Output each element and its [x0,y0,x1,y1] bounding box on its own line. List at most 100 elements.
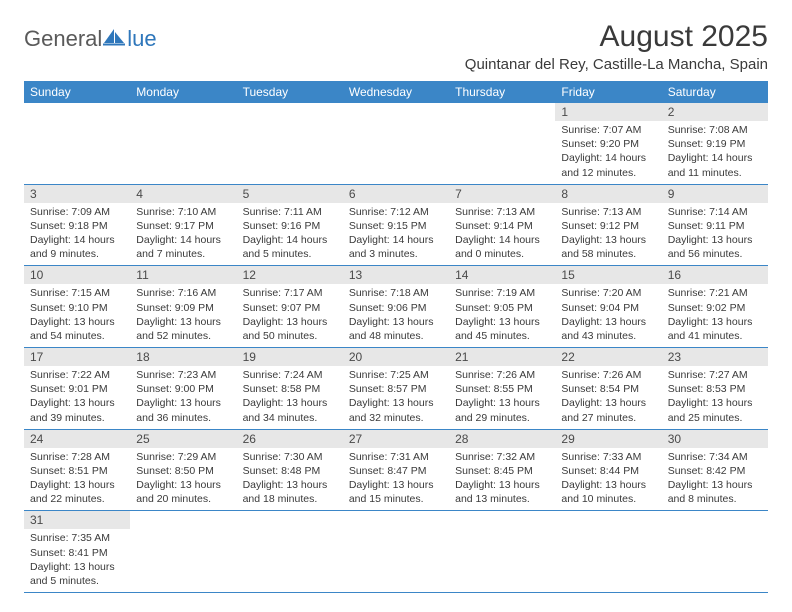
calendar-row: 17Sunrise: 7:22 AMSunset: 9:01 PMDayligh… [24,348,768,430]
page-header: General lue August 2025 Quintanar del Re… [24,20,768,77]
day-details: Sunrise: 7:26 AMSunset: 8:55 PMDaylight:… [449,366,555,429]
day-details: Sunrise: 7:34 AMSunset: 8:42 PMDaylight:… [662,448,768,511]
day-details: Sunrise: 7:21 AMSunset: 9:02 PMDaylight:… [662,284,768,347]
day-number: 28 [449,430,555,448]
calendar-cell: 24Sunrise: 7:28 AMSunset: 8:51 PMDayligh… [24,429,130,511]
day-details: Sunrise: 7:22 AMSunset: 9:01 PMDaylight:… [24,366,130,429]
day-details: Sunrise: 7:25 AMSunset: 8:57 PMDaylight:… [343,366,449,429]
day-details: Sunrise: 7:33 AMSunset: 8:44 PMDaylight:… [555,448,661,511]
day-number: 2 [662,103,768,121]
day-details: Sunrise: 7:35 AMSunset: 8:41 PMDaylight:… [24,529,130,592]
day-details: Sunrise: 7:16 AMSunset: 9:09 PMDaylight:… [130,284,236,347]
weekday-header: Monday [130,81,236,103]
day-number: 19 [237,348,343,366]
day-details: Sunrise: 7:19 AMSunset: 9:05 PMDaylight:… [449,284,555,347]
calendar-cell-empty [555,511,661,593]
logo: General lue [24,20,157,52]
calendar-table: SundayMondayTuesdayWednesdayThursdayFrid… [24,81,768,593]
calendar-cell: 8Sunrise: 7:13 AMSunset: 9:12 PMDaylight… [555,184,661,266]
day-number: 18 [130,348,236,366]
calendar-cell: 31Sunrise: 7:35 AMSunset: 8:41 PMDayligh… [24,511,130,593]
day-details: Sunrise: 7:29 AMSunset: 8:50 PMDaylight:… [130,448,236,511]
calendar-cell: 9Sunrise: 7:14 AMSunset: 9:11 PMDaylight… [662,184,768,266]
day-number: 31 [24,511,130,529]
day-number: 26 [237,430,343,448]
day-details: Sunrise: 7:09 AMSunset: 9:18 PMDaylight:… [24,203,130,266]
calendar-cell: 4Sunrise: 7:10 AMSunset: 9:17 PMDaylight… [130,184,236,266]
calendar-row: 10Sunrise: 7:15 AMSunset: 9:10 PMDayligh… [24,266,768,348]
day-details: Sunrise: 7:08 AMSunset: 9:19 PMDaylight:… [662,121,768,184]
calendar-cell-empty [449,511,555,593]
calendar-cell: 13Sunrise: 7:18 AMSunset: 9:06 PMDayligh… [343,266,449,348]
day-details: Sunrise: 7:31 AMSunset: 8:47 PMDaylight:… [343,448,449,511]
day-number: 21 [449,348,555,366]
calendar-cell-empty [24,103,130,184]
day-details: Sunrise: 7:11 AMSunset: 9:16 PMDaylight:… [237,203,343,266]
calendar-cell: 20Sunrise: 7:25 AMSunset: 8:57 PMDayligh… [343,348,449,430]
day-number: 27 [343,430,449,448]
day-details: Sunrise: 7:10 AMSunset: 9:17 PMDaylight:… [130,203,236,266]
calendar-cell: 18Sunrise: 7:23 AMSunset: 9:00 PMDayligh… [130,348,236,430]
calendar-row: 1Sunrise: 7:07 AMSunset: 9:20 PMDaylight… [24,103,768,184]
calendar-cell: 27Sunrise: 7:31 AMSunset: 8:47 PMDayligh… [343,429,449,511]
day-number: 7 [449,185,555,203]
day-number: 8 [555,185,661,203]
calendar-cell-empty [130,511,236,593]
calendar-row: 24Sunrise: 7:28 AMSunset: 8:51 PMDayligh… [24,429,768,511]
calendar-cell: 6Sunrise: 7:12 AMSunset: 9:15 PMDaylight… [343,184,449,266]
title-block: August 2025 Quintanar del Rey, Castille-… [465,20,768,77]
logo-sail-icon [103,26,125,52]
day-number: 3 [24,185,130,203]
day-number: 22 [555,348,661,366]
calendar-body: 1Sunrise: 7:07 AMSunset: 9:20 PMDaylight… [24,103,768,593]
month-title: August 2025 [465,20,768,54]
day-details: Sunrise: 7:13 AMSunset: 9:12 PMDaylight:… [555,203,661,266]
calendar-cell: 7Sunrise: 7:13 AMSunset: 9:14 PMDaylight… [449,184,555,266]
day-number: 24 [24,430,130,448]
day-number: 13 [343,266,449,284]
calendar-cell-empty [343,511,449,593]
day-details: Sunrise: 7:28 AMSunset: 8:51 PMDaylight:… [24,448,130,511]
calendar-cell-empty [343,103,449,184]
day-number: 30 [662,430,768,448]
day-number: 11 [130,266,236,284]
day-details: Sunrise: 7:14 AMSunset: 9:11 PMDaylight:… [662,203,768,266]
calendar-cell-empty [449,103,555,184]
location-text: Quintanar del Rey, Castille-La Mancha, S… [465,56,768,73]
logo-text-left: General [24,26,102,52]
day-details: Sunrise: 7:27 AMSunset: 8:53 PMDaylight:… [662,366,768,429]
day-number: 12 [237,266,343,284]
calendar-cell: 17Sunrise: 7:22 AMSunset: 9:01 PMDayligh… [24,348,130,430]
calendar-cell: 5Sunrise: 7:11 AMSunset: 9:16 PMDaylight… [237,184,343,266]
day-details: Sunrise: 7:07 AMSunset: 9:20 PMDaylight:… [555,121,661,184]
day-details: Sunrise: 7:13 AMSunset: 9:14 PMDaylight:… [449,203,555,266]
calendar-cell: 10Sunrise: 7:15 AMSunset: 9:10 PMDayligh… [24,266,130,348]
day-details: Sunrise: 7:26 AMSunset: 8:54 PMDaylight:… [555,366,661,429]
calendar-cell: 21Sunrise: 7:26 AMSunset: 8:55 PMDayligh… [449,348,555,430]
day-details: Sunrise: 7:23 AMSunset: 9:00 PMDaylight:… [130,366,236,429]
day-number: 4 [130,185,236,203]
calendar-cell-empty [662,511,768,593]
calendar-cell: 23Sunrise: 7:27 AMSunset: 8:53 PMDayligh… [662,348,768,430]
calendar-cell: 16Sunrise: 7:21 AMSunset: 9:02 PMDayligh… [662,266,768,348]
calendar-cell: 1Sunrise: 7:07 AMSunset: 9:20 PMDaylight… [555,103,661,184]
day-number: 6 [343,185,449,203]
day-details: Sunrise: 7:30 AMSunset: 8:48 PMDaylight:… [237,448,343,511]
calendar-cell: 3Sunrise: 7:09 AMSunset: 9:18 PMDaylight… [24,184,130,266]
calendar-cell-empty [237,103,343,184]
day-number: 9 [662,185,768,203]
day-details: Sunrise: 7:15 AMSunset: 9:10 PMDaylight:… [24,284,130,347]
day-number: 17 [24,348,130,366]
calendar-cell: 28Sunrise: 7:32 AMSunset: 8:45 PMDayligh… [449,429,555,511]
calendar-cell: 2Sunrise: 7:08 AMSunset: 9:19 PMDaylight… [662,103,768,184]
calendar-cell: 14Sunrise: 7:19 AMSunset: 9:05 PMDayligh… [449,266,555,348]
day-number: 25 [130,430,236,448]
day-details: Sunrise: 7:18 AMSunset: 9:06 PMDaylight:… [343,284,449,347]
day-details: Sunrise: 7:12 AMSunset: 9:15 PMDaylight:… [343,203,449,266]
calendar-cell: 15Sunrise: 7:20 AMSunset: 9:04 PMDayligh… [555,266,661,348]
calendar-cell: 25Sunrise: 7:29 AMSunset: 8:50 PMDayligh… [130,429,236,511]
day-number: 16 [662,266,768,284]
calendar-row: 3Sunrise: 7:09 AMSunset: 9:18 PMDaylight… [24,184,768,266]
day-number: 29 [555,430,661,448]
day-details: Sunrise: 7:32 AMSunset: 8:45 PMDaylight:… [449,448,555,511]
